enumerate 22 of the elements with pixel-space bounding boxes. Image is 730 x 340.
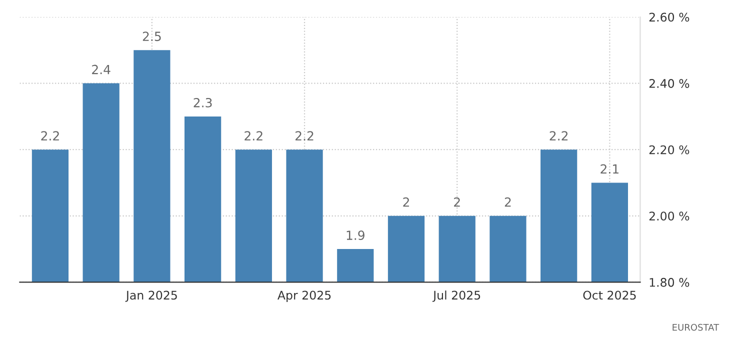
text: EUROSTAT xyxy=(672,324,720,331)
y-tick-label: 2.20 % xyxy=(649,145,690,154)
data-label: 2 xyxy=(504,197,511,207)
x-tick-label: Apr 2025 xyxy=(278,290,331,302)
data-label: 2.3 xyxy=(194,98,212,108)
data-label: 2.1 xyxy=(600,164,618,174)
data-label: 2.2 xyxy=(244,131,262,140)
data-label: 2 xyxy=(454,197,460,207)
x-tick-label: Jan 2025 xyxy=(125,290,177,302)
data-label: 2 xyxy=(403,197,409,207)
data-label: 2.2 xyxy=(550,131,568,140)
x-tick-label: Oct 2025 xyxy=(583,290,636,300)
data-label: 2.2 xyxy=(41,131,59,140)
data-label: 2.2 xyxy=(296,131,314,140)
data-label: 1.9 xyxy=(346,230,364,240)
data-label: 2.5 xyxy=(142,32,161,42)
y-tick-label: 2.60 % xyxy=(649,12,690,22)
y-tick-label: 1.80 % xyxy=(650,278,690,287)
y-tick-label: 2.40 % xyxy=(649,79,690,88)
data-label: 2.4 xyxy=(92,64,110,74)
x-tick-label: Jul 2025 xyxy=(432,290,480,302)
y-tick-label: 2.00 % xyxy=(649,212,690,221)
